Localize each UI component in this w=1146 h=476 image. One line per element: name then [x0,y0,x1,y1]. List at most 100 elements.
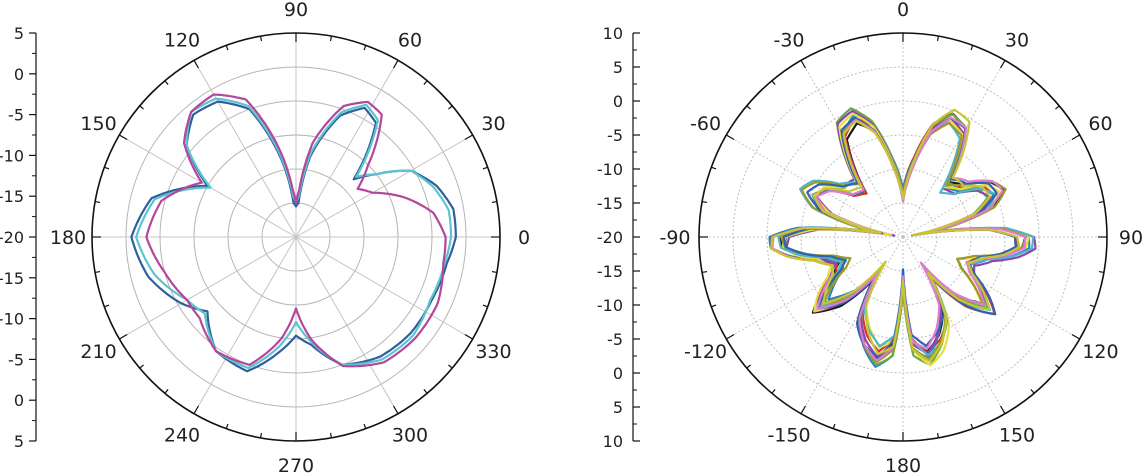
series-line-8 [780,118,1028,364]
angle-tick [193,405,200,414]
radial-tick-label: -10 [597,160,623,179]
angle-tick [832,423,836,429]
angle-tick [866,432,870,439]
grid-spoke [902,236,1080,340]
angle-tick [225,423,229,429]
series-line-3 [768,114,1031,368]
grid-spoke [193,60,297,238]
radial-tick-label: -5 [607,126,623,145]
radial-tick-label: -20 [597,228,623,247]
grid-spoke [295,236,399,414]
angle-tick [491,200,498,204]
radial-tick-label: 5 [613,398,623,417]
angle-tick [746,105,751,110]
angle-tick [94,270,101,274]
angle-tick [482,166,488,170]
angle-tick [970,423,974,429]
radial-tick-label: -15 [597,194,623,213]
angle-tick-label: 270 [278,455,314,476]
angle-tick-label: 240 [164,424,200,446]
polar-chart-left: 0 30 60 90 120 150 180 210 240 270 300 330 5 0 -5 -10 -1… [0,0,530,476]
radial-tick-label: -10 [597,296,623,315]
angle-tick-label: -150 [767,424,810,446]
angle-tick [800,60,807,69]
angle-tick [726,134,735,141]
angle-tick [259,35,263,42]
angle-tick-label: 210 [80,341,116,363]
angle-tick [139,364,144,369]
angle-tick-label: 0 [897,0,909,21]
angle-tick-label: 90 [284,0,308,21]
angle-tick [164,389,169,394]
angle-tick [119,134,128,141]
angle-tick [464,333,473,340]
series-line-10 [771,116,1027,362]
angle-tick-label: 150 [80,113,116,135]
angle-tick [999,405,1006,414]
angle-tick [726,333,735,340]
polar-grid [92,33,500,441]
series-line-11 [770,108,1021,363]
angle-tick [104,166,110,170]
angle-tick [711,166,717,170]
radial-tick-label: 0 [14,65,24,84]
series-line-6 [781,112,1030,367]
angle-tick [1089,166,1095,170]
angle-tick-label: 60 [398,30,422,52]
radial-tick-label: 0 [613,92,623,111]
radial-tick-label: 0 [613,364,623,383]
radial-tick-label: 10 [603,24,623,43]
angle-tick [482,304,488,308]
angle-tick [832,45,836,51]
angle-tick-label: 90 [1119,227,1143,249]
polar-chart-right: 0306090120150180-150-120-90-60-301050-5-… [597,0,1143,476]
radial-tick-label: -15 [0,269,24,288]
angle-tick [193,60,200,69]
angle-tick-label: 0 [518,227,530,249]
angle-tick [259,432,263,439]
angle-tick-label: -30 [773,30,804,52]
radial-tick-label: -10 [0,146,24,165]
angle-tick [746,364,751,369]
series-line-5 [785,110,1037,359]
angle-tick-label: 180 [50,227,86,249]
angle-tick [164,80,169,85]
angle-tick [711,304,717,308]
radial-tick-label: -15 [597,262,623,281]
angle-tick [225,45,229,51]
angle-tick-label: 330 [475,341,511,363]
angle-tick-label: 300 [392,424,428,446]
angle-tick-label: 180 [885,455,921,476]
radial-tick-label: 5 [613,58,623,77]
angle-tick [1098,200,1105,204]
angle-tick [423,80,428,85]
grid-spoke [902,60,1006,238]
radial-tick-label: 10 [603,432,623,451]
angle-tick [448,364,453,369]
radial-tick-label: -15 [0,187,24,206]
radial-tick-label: -5 [8,106,24,125]
angle-tick [1055,105,1060,110]
grid-spoke [193,236,297,414]
angle-tick [970,45,974,51]
angle-tick [1030,80,1035,85]
angle-tick [392,405,399,414]
angle-tick-label: 120 [1082,341,1118,363]
angle-tick [1098,270,1105,274]
angle-tick [363,45,367,51]
series-line-1 [130,100,457,373]
angle-tick [423,389,428,394]
series-group [768,107,1037,368]
series-line-3 [145,93,447,368]
grid-spoke [800,60,904,238]
angle-tick [936,432,940,439]
angle-tick [866,35,870,42]
grid-spoke [295,236,473,340]
angle-tick [1030,389,1035,394]
angle-tick [701,270,708,274]
radial-tick-label: -5 [8,350,24,369]
radial-tick-label: 5 [14,432,24,451]
angle-tick-label: -60 [690,113,721,135]
angle-tick [104,304,110,308]
radial-tick-label: 5 [14,24,24,43]
